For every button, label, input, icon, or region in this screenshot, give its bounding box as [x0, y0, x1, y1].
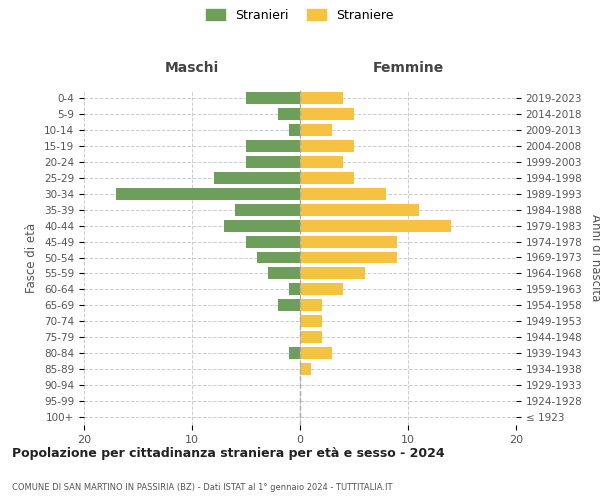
Bar — [289, 124, 300, 136]
Bar — [289, 284, 300, 296]
Bar — [300, 300, 322, 312]
Bar — [300, 332, 322, 343]
Bar — [289, 347, 300, 359]
Bar — [300, 347, 332, 359]
Bar — [278, 300, 300, 312]
Bar — [300, 204, 419, 216]
Bar — [224, 220, 300, 232]
Bar — [300, 363, 311, 375]
Bar — [278, 108, 300, 120]
Bar — [300, 156, 343, 168]
Y-axis label: Fasce di età: Fasce di età — [25, 222, 38, 292]
Bar — [214, 172, 300, 184]
Bar — [246, 236, 300, 248]
Bar — [300, 124, 332, 136]
Bar — [300, 188, 386, 200]
Bar — [300, 316, 322, 328]
Bar — [300, 140, 354, 152]
Bar — [300, 252, 397, 264]
Text: COMUNE DI SAN MARTINO IN PASSIRIA (BZ) - Dati ISTAT al 1° gennaio 2024 - TUTTITA: COMUNE DI SAN MARTINO IN PASSIRIA (BZ) -… — [12, 483, 392, 492]
Bar — [300, 172, 354, 184]
Bar — [300, 220, 451, 232]
Bar — [300, 236, 397, 248]
Bar — [246, 156, 300, 168]
Bar — [300, 92, 343, 104]
Text: Popolazione per cittadinanza straniera per età e sesso - 2024: Popolazione per cittadinanza straniera p… — [12, 448, 445, 460]
Text: Femmine: Femmine — [373, 61, 443, 75]
Bar — [235, 204, 300, 216]
Bar — [268, 268, 300, 280]
Legend: Stranieri, Straniere: Stranieri, Straniere — [200, 2, 400, 28]
Bar — [246, 92, 300, 104]
Y-axis label: Anni di nascita: Anni di nascita — [589, 214, 600, 301]
Bar — [300, 108, 354, 120]
Bar — [257, 252, 300, 264]
Bar — [300, 268, 365, 280]
Bar — [246, 140, 300, 152]
Bar — [116, 188, 300, 200]
Bar — [300, 284, 343, 296]
Text: Maschi: Maschi — [165, 61, 219, 75]
